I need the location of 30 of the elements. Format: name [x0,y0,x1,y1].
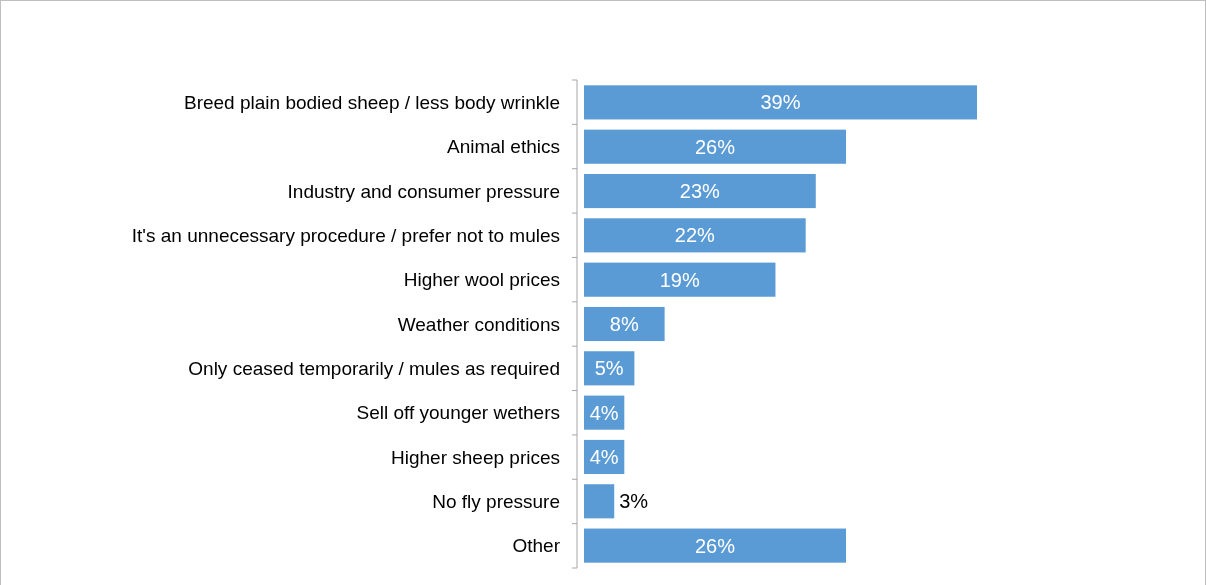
y-tick-label: Sell off younger wethers [356,402,560,424]
y-tick-label: Higher sheep prices [391,446,560,468]
data-label: 5% [594,357,624,380]
y-tick-label: It's an unnecessary procedure / prefer not to mules [131,225,560,246]
y-tick-label: Breed plain bodied sheep / less body wrinkle [183,92,560,114]
data-label: 4% [589,445,619,468]
bar [584,173,816,209]
y-tick-label: Other [512,535,561,557]
y-tick-label: Higher wool prices [403,269,560,291]
y-tick-label: Animal ethics [447,136,560,158]
data-label: 8% [609,313,639,335]
data-label: 26% [694,135,736,158]
bar [584,85,977,120]
bar [584,306,665,342]
y-tick-label: Industry and consumer pressure [287,180,560,202]
y-tick-label: Only ceased temporarily / mules as required [188,357,560,379]
bar [584,528,846,563]
data-label: 19% [659,268,700,291]
bar [584,218,806,253]
data-label: 22% [674,224,716,247]
y-tick-label: Weather conditions [397,313,560,335]
data-label: 26% [694,534,736,557]
data-label: 23% [679,180,721,203]
bar [584,262,776,297]
data-label: 3% [619,490,649,513]
data-label: 39% [760,91,801,114]
y-tick-label: No fly pressure [432,490,560,512]
bar [584,484,615,519]
bar [584,129,846,164]
data-label: 4% [589,401,619,424]
